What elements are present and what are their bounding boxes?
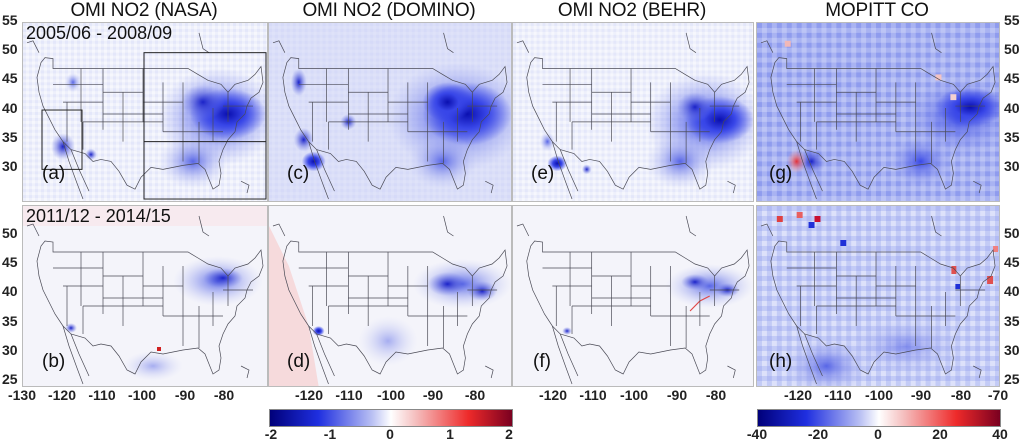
panel-label-g: (g) [769, 163, 793, 184]
title-omi-domino: OMI NO2 (DOMINO) [302, 0, 476, 21]
x-tick: -120 [783, 387, 813, 403]
map-panel-f: (f) [512, 205, 754, 387]
x-tick: -90 [174, 387, 196, 403]
x-tick: -70 [987, 387, 1009, 403]
colorbar-co [757, 409, 1001, 427]
panel-label-c: (c) [287, 163, 310, 184]
y-tick: 40 [2, 283, 18, 299]
x-tick: -110 [824, 387, 852, 403]
y-tick: 35 [1004, 313, 1020, 329]
x-tick: -90 [910, 387, 932, 403]
map-panel-e: (e) [512, 22, 754, 202]
x-tick: -120 [47, 387, 77, 403]
y-tick: 45 [2, 70, 18, 86]
x-tick: -90 [422, 387, 444, 403]
title-omi-behr: OMI NO2 (BEHR) [557, 0, 707, 21]
x-tick: -100 [127, 387, 157, 403]
y-tick: 25 [1004, 371, 1020, 387]
x-tick: -90 [666, 387, 688, 403]
y-tick: 45 [2, 254, 18, 270]
y-tick: 35 [2, 313, 18, 329]
y-tick: 40 [1004, 100, 1020, 116]
x-tick: -80 [705, 387, 727, 403]
x-tick: -80 [213, 387, 235, 403]
y-tick: 45 [1004, 254, 1020, 270]
panel-label-a: (a) [42, 163, 66, 184]
panel-label-b: (b) [42, 351, 66, 372]
y-tick: 40 [1004, 283, 1020, 299]
x-tick: -100 [619, 387, 649, 403]
panel-label-h: (h) [769, 351, 793, 372]
map-panel-c: (c) [268, 22, 512, 202]
colorbar-tick: 20 [932, 426, 948, 442]
y-tick: 50 [1004, 225, 1020, 241]
colorbar-tick: 2 [505, 426, 513, 442]
period-label-top: 2005/06 - 2008/09 [26, 23, 173, 43]
x-tick: -100 [864, 387, 894, 403]
colorbar-tick: 0 [874, 426, 882, 442]
y-tick: 50 [2, 225, 18, 241]
y-tick: 35 [2, 129, 18, 145]
colorbar-no2 [269, 409, 513, 427]
x-tick: -120 [538, 387, 568, 403]
y-tick: 55 [1004, 12, 1020, 28]
title-omi-nasa: OMI NO2 (NASA) [70, 0, 218, 21]
title-mopitt-co: MOPITT CO [825, 0, 929, 21]
period-label-bottom: 2011/12 - 2014/15 [26, 206, 171, 226]
x-tick: -110 [579, 387, 607, 403]
x-tick: -110 [335, 387, 363, 403]
y-tick: 55 [2, 12, 18, 28]
map-panel-a: 2005/06 - 2008/09 (a) [22, 22, 268, 202]
panel-label-d: (d) [287, 351, 311, 372]
panel-label-f: (f) [533, 351, 551, 372]
y-tick: 45 [1004, 70, 1020, 86]
x-tick: -130 [7, 387, 37, 403]
panel-label-e: (e) [531, 163, 555, 184]
colorbar-tick: -40 [746, 426, 768, 442]
x-tick: -110 [88, 387, 116, 403]
colorbar-tick: -2 [264, 426, 278, 442]
x-tick: -80 [950, 387, 972, 403]
y-tick: 30 [2, 342, 18, 358]
map-panel-g: (g) [756, 22, 1000, 202]
y-tick: 50 [1004, 41, 1020, 57]
y-tick: 35 [1004, 129, 1020, 145]
x-tick: -80 [464, 387, 486, 403]
y-tick: 30 [1004, 342, 1020, 358]
colorbar-tick: -1 [323, 426, 337, 442]
map-panel-h: (h) [756, 205, 1000, 387]
y-tick: 30 [1004, 158, 1020, 174]
map-panel-d: (d) [268, 205, 512, 387]
x-tick: -100 [376, 387, 406, 403]
y-tick: 50 [2, 41, 18, 57]
y-tick: 40 [2, 100, 18, 116]
x-tick: -120 [294, 387, 324, 403]
colorbar-tick: -20 [807, 426, 829, 442]
y-tick: 30 [2, 158, 18, 174]
colorbar-tick: 1 [446, 426, 454, 442]
colorbar-tick: 40 [992, 426, 1008, 442]
colorbar-tick: 0 [386, 426, 394, 442]
y-tick: 25 [2, 371, 18, 387]
map-panel-b: 2011/12 - 2014/15 (b) [22, 205, 268, 387]
